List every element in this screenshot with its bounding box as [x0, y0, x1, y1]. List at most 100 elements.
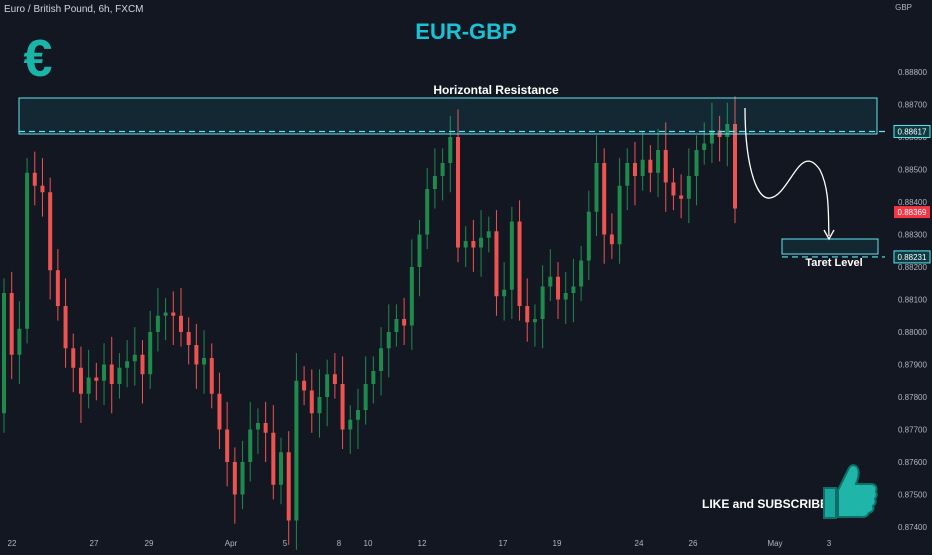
candle: [448, 115, 453, 193]
candle-body: [440, 163, 445, 176]
candle-body: [725, 124, 730, 137]
candle-body: [94, 377, 99, 381]
price-badges: 0.88617 0.88231 0.88369: [893, 124, 931, 264]
candle-body: [532, 319, 537, 323]
candle-body: [202, 358, 207, 365]
candle-body: [109, 364, 114, 384]
candle-body: [517, 221, 522, 306]
candle: [602, 148, 607, 264]
candle: [486, 216, 491, 253]
candle-body: [302, 380, 307, 391]
candle: [94, 362, 99, 401]
candle-body: [432, 176, 437, 189]
candle-body: [733, 124, 737, 209]
target-zone[interactable]: [781, 238, 879, 255]
candle-body: [325, 374, 330, 397]
target-price-badge-text: 0.88231: [898, 253, 927, 262]
resistance-zone[interactable]: [18, 97, 878, 135]
candle-body: [209, 358, 214, 394]
candle-body: [663, 150, 668, 183]
candle-body: [32, 172, 37, 186]
candle: [702, 122, 707, 165]
thumbs-up-icon[interactable]: [820, 460, 880, 522]
candle: [556, 262, 561, 319]
candle: [248, 401, 253, 482]
candle-body: [240, 462, 245, 495]
candle-body: [340, 384, 345, 430]
candle: [709, 102, 714, 163]
candle-body: [71, 348, 76, 368]
candle: [617, 158, 622, 264]
candle: [663, 122, 668, 212]
candle-body: [617, 185, 622, 245]
candle: [725, 102, 730, 167]
candle: [733, 96, 737, 224]
candle-body: [148, 332, 153, 375]
candle-body: [232, 462, 237, 495]
candle-body: [409, 267, 414, 326]
candle-body: [709, 130, 714, 144]
subscribe-cta[interactable]: LIKE and SUBSCRIBE: [702, 497, 829, 511]
candle: [48, 177, 53, 300]
x-tick-label: 26: [689, 539, 698, 548]
candle: [279, 437, 284, 505]
candle: [78, 346, 83, 423]
candle: [502, 262, 507, 321]
candle-body: [594, 163, 599, 212]
candle-body: [386, 332, 391, 349]
x-tick-label: 29: [145, 539, 154, 548]
y-tick-label: 0.87400: [898, 523, 927, 532]
resistance-label: Horizontal Resistance: [433, 83, 559, 97]
candle-body: [563, 293, 568, 300]
candle: [648, 145, 653, 193]
candle: [102, 343, 107, 406]
candle: [694, 135, 699, 206]
candle-body: [132, 354, 137, 362]
candle: [671, 167, 676, 211]
candle-body: [509, 221, 514, 290]
candle-body: [140, 354, 145, 375]
candle: [355, 388, 360, 449]
candle-body: [248, 429, 253, 462]
euro-sign-icon: €: [24, 30, 53, 86]
candle: [178, 288, 183, 347]
candle-body: [486, 231, 491, 238]
candle: [494, 210, 499, 316]
time-axis: 22 27 29 Apr 5 8 10 12 17 19 24 26 May 3: [8, 539, 832, 548]
candle: [509, 206, 514, 319]
y-tick-label: 0.87900: [898, 361, 927, 370]
candle-body: [355, 410, 360, 420]
candle: [202, 330, 207, 394]
y-tick-label: 0.88300: [898, 231, 927, 240]
candle: [17, 301, 22, 384]
candle-body: [217, 393, 222, 430]
candle: [286, 431, 291, 545]
candle: [186, 317, 191, 365]
candle: [55, 249, 60, 321]
candle: [656, 128, 661, 198]
candle: [432, 148, 437, 209]
candle-body: [171, 312, 176, 316]
candles-group: [2, 96, 737, 550]
candle-body: [225, 429, 230, 462]
candle: [302, 366, 307, 406]
candle-body: [279, 452, 284, 485]
candle-body: [640, 159, 645, 176]
candle: [32, 151, 37, 206]
candle-body: [571, 286, 576, 293]
candle-body: [494, 231, 499, 297]
candle: [332, 353, 337, 399]
current-price-badge: [894, 206, 930, 219]
candle: [571, 258, 576, 323]
candle: [271, 405, 276, 500]
candle: [155, 288, 160, 352]
x-tick-label: 19: [553, 539, 562, 548]
arrow-head-icon: [823, 229, 835, 241]
candle: [325, 359, 330, 427]
svg-text:€: €: [24, 30, 53, 86]
candle: [479, 210, 484, 277]
candle-body: [317, 397, 322, 414]
x-tick-label: 10: [364, 539, 373, 548]
